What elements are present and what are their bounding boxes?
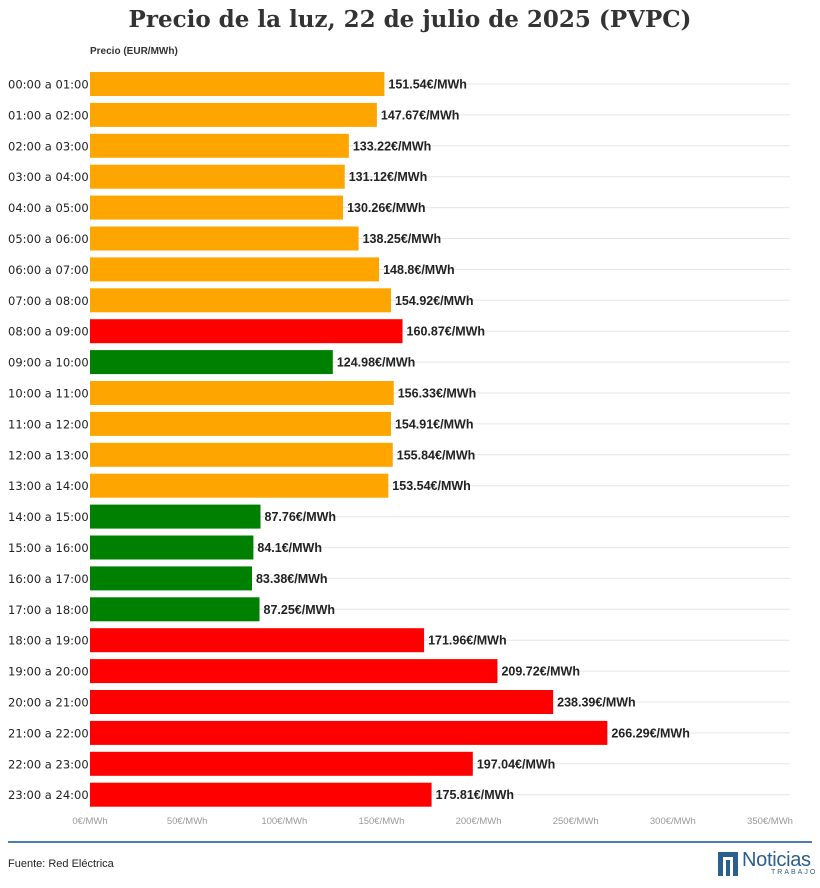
bar-value-label: 266.29€/MWh — [611, 726, 690, 740]
bar-value-label: 160.87€/MWh — [407, 325, 486, 339]
bar — [90, 133, 349, 158]
x-tick-label: 350€/MWh — [747, 816, 793, 827]
data-labels: 151.54€/MWh 147.67€/MWh 133.22€/MWh 131.12€… — [256, 78, 690, 803]
bar-value-label: 171.96€/MWh — [428, 634, 507, 648]
category-label: 05:00 a 06:00 — [8, 232, 89, 246]
x-tick-label: 250€/MWh — [553, 816, 599, 827]
category-label: 21:00 a 22:00 — [8, 726, 89, 740]
category-label: 23:00 a 24:00 — [8, 788, 89, 802]
bars — [90, 72, 608, 807]
bar — [90, 350, 333, 375]
chart-title: Precio de la luz, 22 de julio de 2025 (P… — [128, 6, 692, 33]
bar-value-label: 209.72€/MWh — [501, 665, 580, 679]
category-label: 20:00 a 21:00 — [8, 696, 89, 710]
bar — [90, 720, 608, 745]
x-tick-label: 50€/MWh — [167, 816, 208, 827]
bar-value-label: 175.81€/MWh — [436, 788, 515, 802]
bar — [90, 442, 393, 467]
footer-divider — [8, 841, 812, 843]
gridlines — [90, 83, 790, 796]
category-label: 19:00 a 20:00 — [8, 665, 89, 679]
brand-logo: Noticias TRABAJO — [718, 849, 815, 878]
category-label: 08:00 a 09:00 — [8, 325, 89, 339]
x-axis-ticks: 0€/MWh 50€/MWh 100€/MWh 150€/MWh 200€/MWh 250… — [72, 816, 793, 827]
bar-value-label: 84.1€/MWh — [257, 541, 322, 555]
category-label: 00:00 a 01:00 — [8, 78, 89, 92]
category-label: 09:00 a 10:00 — [8, 356, 89, 370]
bar — [90, 751, 473, 776]
bar — [90, 72, 385, 96]
bar-value-label: 156.33€/MWh — [398, 387, 477, 401]
bar — [90, 473, 389, 498]
bar — [90, 782, 432, 807]
bar-value-label: 238.39€/MWh — [557, 696, 636, 710]
category-label: 06:00 a 07:00 — [8, 263, 89, 277]
bar-value-label: 197.04€/MWh — [477, 757, 556, 771]
bar — [90, 102, 377, 127]
x-tick-label: 300€/MWh — [650, 816, 696, 827]
bar — [90, 288, 391, 313]
bar-value-label: 87.25€/MWh — [264, 603, 336, 617]
bar-value-label: 87.76€/MWh — [265, 510, 337, 524]
bar-value-label: 153.54€/MWh — [392, 479, 471, 493]
bar — [90, 535, 254, 560]
x-tick-label: 100€/MWh — [261, 816, 307, 827]
bar — [90, 226, 359, 251]
category-label: 04:00 a 05:00 — [8, 201, 89, 215]
bar — [90, 597, 260, 622]
bar — [90, 628, 425, 653]
axis-unit-label: Precio (EUR/MWh) — [90, 46, 178, 57]
source-note: Fuente: Red Eléctrica — [8, 858, 114, 870]
bar — [90, 690, 554, 714]
bar-chart: 151.54€/MWh 147.67€/MWh 133.22€/MWh 131.12€… — [8, 72, 793, 827]
bar — [90, 195, 344, 220]
bar-value-label: 147.67€/MWh — [381, 108, 460, 122]
logo-subtext: TRABAJO — [771, 869, 818, 876]
category-label: 17:00 a 18:00 — [8, 603, 89, 617]
bar-value-label: 148.8€/MWh — [383, 263, 455, 277]
bar — [90, 411, 391, 436]
category-label: 03:00 a 04:00 — [8, 170, 89, 184]
bar-value-label: 131.12€/MWh — [349, 170, 428, 184]
bar-value-label: 83.38€/MWh — [256, 572, 328, 586]
logo-mark-icon — [718, 852, 738, 876]
bar-value-label: 133.22€/MWh — [353, 139, 432, 153]
category-label: 16:00 a 17:00 — [8, 572, 89, 586]
bar — [90, 566, 252, 591]
x-tick-label: 0€/MWh — [72, 816, 107, 827]
category-label: 14:00 a 15:00 — [8, 510, 89, 524]
bar-value-label: 151.54€/MWh — [388, 78, 467, 92]
x-tick-label: 200€/MWh — [456, 816, 502, 827]
category-label: 22:00 a 23:00 — [8, 757, 89, 771]
bar — [90, 257, 380, 282]
bar-value-label: 124.98€/MWh — [337, 356, 416, 370]
x-tick-label: 150€/MWh — [358, 816, 404, 827]
category-label: 07:00 a 08:00 — [8, 294, 89, 308]
bar — [90, 659, 498, 684]
bar-value-label: 154.91€/MWh — [395, 417, 474, 431]
category-label: 11:00 a 12:00 — [8, 417, 89, 431]
bar — [90, 319, 403, 344]
category-label: 15:00 a 16:00 — [8, 541, 89, 555]
category-labels: 00:00 a 01:00 01:00 a 02:00 02:00 a 03:00 0… — [8, 78, 89, 803]
bar-value-label: 138.25€/MWh — [363, 232, 442, 246]
bar — [90, 164, 345, 189]
category-label: 02:00 a 03:00 — [8, 139, 89, 153]
category-label: 01:00 a 02:00 — [8, 108, 89, 122]
category-label: 12:00 a 13:00 — [8, 448, 89, 462]
bar — [90, 504, 261, 529]
bar-value-label: 130.26€/MWh — [347, 201, 426, 215]
bar-value-label: 155.84€/MWh — [397, 448, 476, 462]
category-label: 10:00 a 11:00 — [8, 387, 89, 401]
bar-value-label: 154.92€/MWh — [395, 294, 474, 308]
logo-text: Noticias — [742, 849, 811, 871]
bar — [90, 381, 394, 405]
category-label: 18:00 a 19:00 — [8, 634, 89, 648]
category-label: 13:00 a 14:00 — [8, 479, 89, 493]
